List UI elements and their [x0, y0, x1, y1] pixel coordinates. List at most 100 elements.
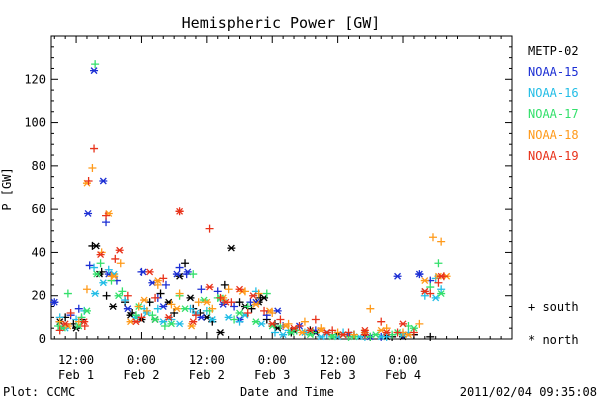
north-point [132, 318, 141, 326]
south-point [80, 322, 89, 331]
south-point [91, 60, 100, 69]
south-point [415, 319, 424, 328]
south-point [377, 317, 386, 326]
south-point [82, 285, 91, 294]
north-point [115, 246, 124, 254]
south-point [262, 311, 271, 320]
south-point [181, 259, 190, 268]
south-point [77, 313, 86, 322]
south-point [104, 265, 113, 274]
south-point [208, 304, 217, 313]
north-point [123, 305, 132, 313]
south-point [205, 224, 214, 233]
north-point [227, 244, 236, 252]
south-point [159, 274, 168, 283]
timestamp: 2011/02/04 09:35:08 [460, 385, 597, 399]
north-point [399, 320, 408, 328]
south-point [224, 285, 233, 294]
south-point [235, 298, 244, 307]
north-point [189, 318, 198, 326]
north-point [221, 298, 230, 306]
north-point [205, 283, 214, 291]
south-point [137, 313, 146, 322]
south-point [55, 326, 64, 335]
south-point [156, 289, 165, 298]
y-tick-label: 40 [32, 245, 46, 259]
x-tick-time: 0:00 [258, 353, 287, 367]
south-point [63, 289, 72, 298]
south-point [123, 291, 132, 300]
south-point [161, 280, 170, 289]
south-point [360, 330, 369, 339]
north-point [260, 294, 269, 302]
south-point [230, 302, 239, 311]
north-point [92, 242, 101, 250]
south-point [235, 317, 244, 326]
north-point [145, 268, 154, 276]
y-tick-label: 0 [39, 332, 46, 346]
north-point [202, 298, 211, 306]
south-point [437, 285, 446, 294]
south-point [170, 309, 179, 318]
series-noaa-15 [50, 67, 435, 341]
north-point [409, 324, 418, 332]
x-tick-date: Feb 3 [254, 368, 290, 382]
series-noaa-17 [54, 60, 446, 341]
x-tick-date: Feb 1 [58, 368, 94, 382]
north-point [175, 320, 184, 328]
north-point [181, 305, 190, 313]
south-point [420, 291, 429, 300]
south-point [96, 259, 105, 268]
north-point [110, 272, 119, 280]
x-tick-time: 12:00 [189, 353, 225, 367]
x-tick-date: Feb 4 [385, 368, 421, 382]
north-point [187, 322, 196, 330]
south-point [153, 304, 162, 313]
south-point [148, 311, 157, 320]
marker-legend-south: + south [528, 300, 579, 314]
south-point [85, 261, 94, 270]
north-point [216, 329, 225, 336]
south-point [102, 211, 111, 220]
south-point [393, 328, 402, 337]
north-point [328, 333, 337, 341]
legend-entry: NOAA-17 [528, 107, 579, 121]
south-point [153, 280, 162, 289]
north-point [279, 331, 288, 339]
chart-title: Hemispheric Power [GW] [182, 14, 381, 32]
north-point [420, 277, 429, 285]
y-tick-label: 80 [32, 159, 46, 173]
legend-entry: NOAA-18 [528, 128, 579, 142]
x-tick-date: Feb 3 [320, 368, 356, 382]
north-point [114, 292, 123, 300]
north-point [251, 300, 260, 308]
north-point [420, 287, 429, 295]
south-point [151, 293, 160, 302]
south-point [434, 278, 443, 287]
marker-legend-north: * north [528, 333, 579, 347]
south-point [437, 237, 446, 246]
y-tick-label: 60 [32, 202, 46, 216]
north-point [92, 270, 101, 278]
north-point [360, 326, 369, 334]
south-point [270, 328, 279, 337]
north-point [167, 320, 176, 328]
south-point [349, 330, 358, 339]
series-noaa-18 [55, 164, 451, 339]
north-point [50, 298, 59, 306]
north-point [437, 290, 446, 298]
south-point [134, 302, 143, 311]
north-point [322, 329, 331, 336]
north-point [317, 333, 326, 341]
north-point [290, 324, 299, 332]
data-points [50, 60, 451, 341]
north-point [306, 326, 315, 334]
north-point [99, 279, 108, 287]
south-point [189, 270, 198, 279]
south-point [220, 280, 229, 289]
x-tick-time: 0:00 [389, 353, 418, 367]
legend: METP-02 NOAA-15 NOAA-16 NOAA-17 NOAA-18 NOAA-… [528, 44, 579, 163]
south-point [90, 263, 99, 272]
